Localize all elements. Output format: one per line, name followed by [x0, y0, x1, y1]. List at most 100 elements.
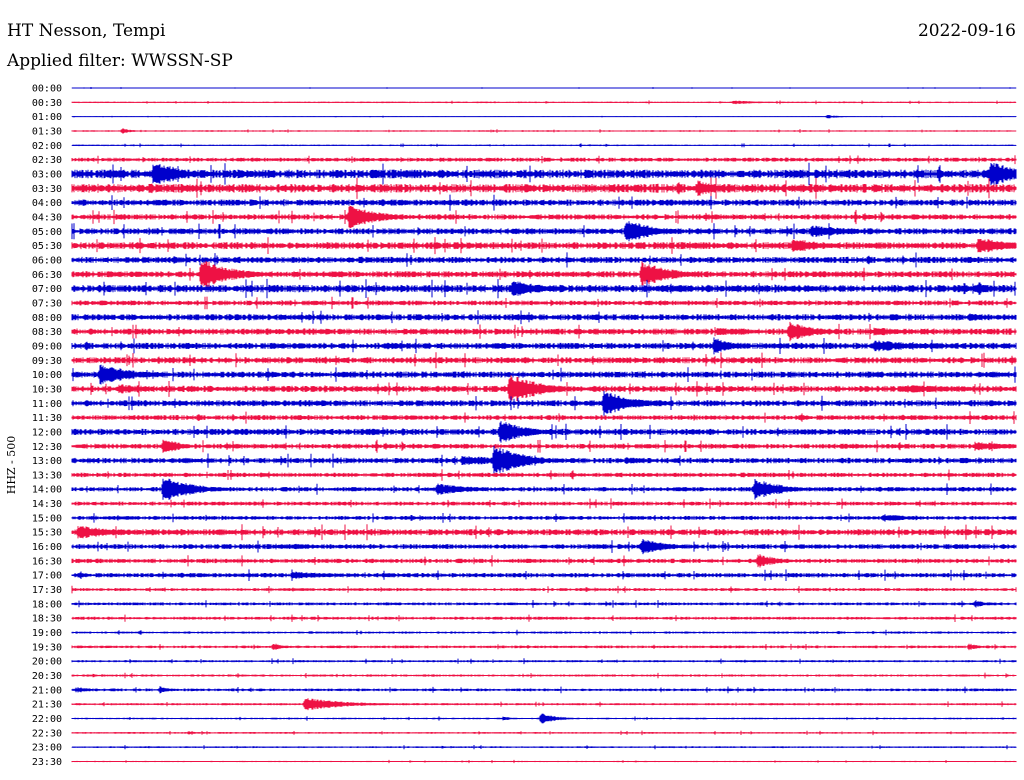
- tick-label-1000: 10:00: [32, 370, 62, 381]
- trace-1230: [71, 439, 1017, 453]
- tick-label-2200: 22:00: [32, 714, 62, 725]
- trace-2030: [71, 672, 1017, 679]
- tick-label-1800: 18:00: [32, 599, 62, 610]
- trace-2000: [71, 658, 1017, 665]
- tick-label-0900: 09:00: [32, 341, 62, 352]
- trace-1700: [71, 569, 1017, 581]
- trace-0100: [71, 115, 1017, 119]
- time-tick-labels: 00:00 00:30 01:00 01:30 02:00 02:30 03:00 03:30…: [32, 84, 62, 769]
- trace-2230: [71, 730, 1017, 736]
- tick-label-1930: 19:30: [32, 642, 62, 653]
- tick-label-0100: 01:00: [32, 112, 62, 123]
- tick-label-1430: 14:30: [32, 499, 62, 510]
- trace-0000: [71, 87, 1017, 89]
- trace-0330: [71, 177, 1017, 200]
- trace-0130: [71, 128, 1017, 134]
- tick-label-0700: 07:00: [32, 284, 62, 295]
- tick-label-2100: 21:00: [32, 685, 62, 696]
- tick-label-2230: 22:30: [32, 728, 62, 739]
- trace-1600: [71, 539, 1017, 555]
- tick-label-1830: 18:30: [32, 614, 62, 625]
- trace-1430: [71, 498, 1017, 509]
- trace-0030: [71, 100, 1017, 105]
- tick-label-1130: 11:30: [32, 413, 62, 424]
- trace-0930: [71, 352, 1017, 369]
- trace-0800: [71, 310, 1017, 325]
- tick-label-0500: 05:00: [32, 227, 62, 238]
- tick-label-1630: 16:30: [32, 556, 62, 567]
- trace-1000: [71, 364, 1017, 385]
- tick-label-1400: 14:00: [32, 485, 62, 496]
- tick-label-1900: 19:00: [32, 628, 62, 639]
- trace-2330: [71, 759, 1017, 764]
- filter-label: Applied filter: WWSSN-SP: [7, 51, 233, 71]
- tick-label-0200: 02:00: [32, 141, 62, 152]
- trace-0300: [71, 162, 1017, 186]
- tick-label-1100: 11:00: [32, 399, 62, 410]
- trace-1930: [71, 643, 1017, 651]
- tick-label-0730: 07:30: [32, 298, 62, 309]
- tick-label-2000: 20:00: [32, 657, 62, 668]
- tick-label-0230: 02:30: [32, 155, 62, 166]
- tick-label-0400: 04:00: [32, 198, 62, 209]
- tick-label-0630: 06:30: [32, 270, 62, 281]
- trace-1800: [71, 600, 1017, 608]
- tick-label-0530: 05:30: [32, 241, 62, 252]
- trace-0600: [71, 252, 1017, 268]
- trace-0830: [71, 321, 1017, 342]
- trace-1300: [71, 445, 1017, 476]
- trace-0530: [71, 237, 1017, 255]
- trace-0200: [71, 143, 1017, 148]
- tick-label-1530: 15:30: [32, 528, 62, 539]
- tick-label-1300: 13:00: [32, 456, 62, 467]
- record-date: 2022-09-16: [917, 21, 1016, 41]
- tick-label-1030: 10:30: [32, 384, 62, 395]
- tick-label-1700: 17:00: [32, 571, 62, 582]
- trace-1330: [71, 469, 1017, 481]
- trace-1100: [71, 390, 1017, 416]
- tick-label-2330: 23:30: [32, 757, 62, 768]
- tick-label-2030: 20:30: [32, 671, 62, 682]
- tick-label-2130: 21:30: [32, 700, 62, 711]
- tick-label-0130: 01:30: [32, 126, 62, 137]
- trace-1400: [71, 478, 1017, 500]
- trace-1630: [71, 554, 1017, 568]
- tick-label-0430: 04:30: [32, 212, 62, 223]
- trace-1030: [71, 375, 1017, 403]
- tick-label-0600: 06:00: [32, 255, 62, 266]
- trace-1530: [71, 524, 1017, 541]
- trace-0630: [71, 261, 1017, 288]
- trace-0700: [71, 278, 1017, 299]
- trace-1830: [71, 614, 1017, 622]
- tick-label-1330: 13:30: [32, 470, 62, 481]
- trace-2200: [71, 713, 1017, 724]
- trace-0430: [71, 205, 1017, 229]
- trace-0500: [71, 221, 1017, 242]
- tick-label-1730: 17:30: [32, 585, 62, 596]
- trace-0400: [71, 194, 1017, 211]
- station-title: HT Nesson, Tempi: [7, 21, 166, 41]
- tick-label-0000: 00:00: [32, 84, 62, 95]
- seismic-traces: [71, 87, 1017, 764]
- trace-1500: [71, 513, 1017, 523]
- tick-label-1600: 16:00: [32, 542, 62, 553]
- tick-label-1500: 15:00: [32, 513, 62, 524]
- tick-label-1200: 12:00: [32, 427, 62, 438]
- tick-label-0830: 08:30: [32, 327, 62, 338]
- trace-2300: [71, 745, 1017, 750]
- trace-0730: [71, 296, 1017, 310]
- tick-label-0930: 09:30: [32, 356, 62, 367]
- trace-2100: [71, 686, 1017, 694]
- trace-1200: [71, 421, 1017, 443]
- trace-0900: [71, 337, 1017, 355]
- tick-label-0030: 00:30: [32, 98, 62, 109]
- trace-1130: [71, 411, 1017, 424]
- tick-label-1230: 12:30: [32, 442, 62, 453]
- trace-2130: [71, 698, 1017, 711]
- tick-label-0800: 08:00: [32, 313, 62, 324]
- tick-label-0330: 03:30: [32, 184, 62, 195]
- trace-0230: [71, 155, 1017, 165]
- trace-1730: [71, 585, 1017, 594]
- tick-label-0300: 03:00: [32, 169, 62, 180]
